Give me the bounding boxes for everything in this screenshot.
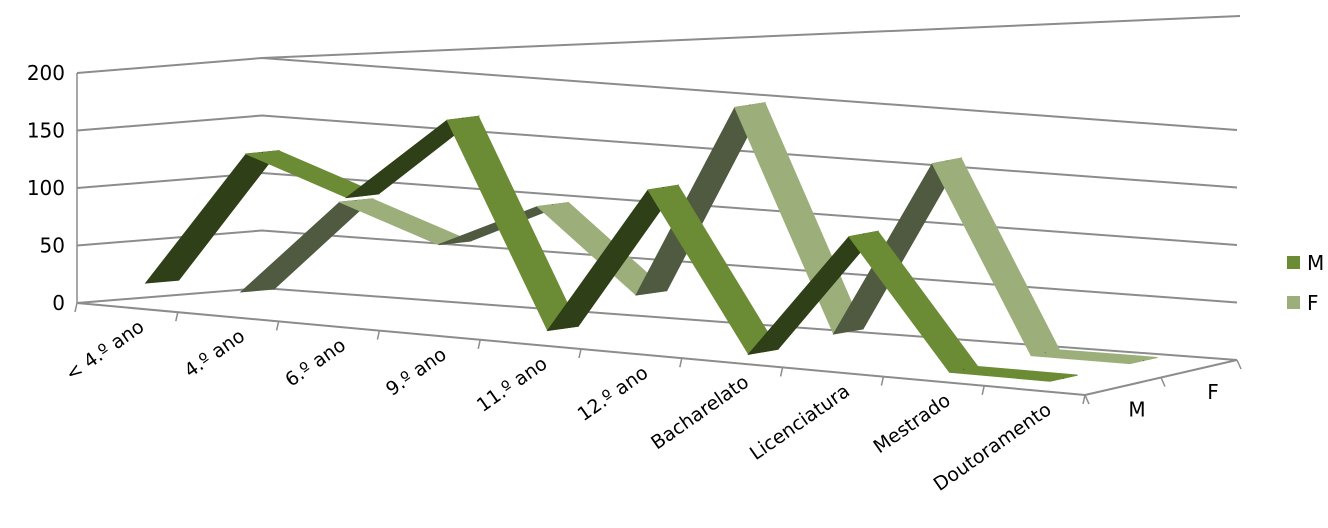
- legend-swatch-f: [1287, 296, 1300, 309]
- y-tick-label: 0: [52, 291, 65, 315]
- data-point-f: [453, 242, 455, 244]
- y-axis-ticks: 0 50 100 150 200: [27, 61, 65, 315]
- data-point-m: [562, 327, 564, 329]
- data-point-f: [1044, 352, 1046, 354]
- x-axis-categories: < 4.º ano 4.º ano 6.º ano 9.º ano 11.º ano 12…: [62, 316, 1056, 496]
- y-tick-label: 200: [27, 61, 65, 85]
- x-tick: [376, 330, 381, 340]
- data-point-f: [946, 160, 948, 162]
- data-point-f: [650, 292, 652, 294]
- x-tick: [275, 321, 280, 331]
- depth-tick: [1236, 359, 1242, 370]
- x-category-label: 12.º ano: [574, 362, 653, 426]
- data-point-f: [1143, 360, 1145, 362]
- x-category-label: Bacharelato: [647, 371, 753, 454]
- data-point-m: [462, 117, 464, 119]
- data-point-m: [362, 195, 364, 197]
- x-category-label: 9.º ano: [382, 343, 451, 400]
- x-tick: [981, 385, 985, 395]
- series-m-segment: [949, 365, 1078, 382]
- x-tick: [880, 376, 885, 386]
- series-f-segment: [931, 157, 1061, 357]
- x-category-label: 6.º ano: [281, 334, 350, 391]
- data-point-m: [662, 187, 664, 189]
- x-tick: [74, 302, 78, 313]
- data-point-m: [1063, 377, 1065, 379]
- series-m-segment: [144, 150, 280, 284]
- series-ribbons: [144, 102, 1158, 382]
- data-point-f: [355, 200, 357, 202]
- x-category-label: Licenciatura: [746, 380, 854, 465]
- series-f-segment: [1031, 349, 1158, 365]
- depth-label-f: F: [1207, 380, 1219, 404]
- data-point-m: [161, 281, 163, 283]
- series-m: [144, 115, 1078, 382]
- x-category-label: Mestrado: [869, 389, 954, 458]
- x-category-label: 4.º ano: [180, 325, 249, 382]
- x-category-label: < 4.º ano: [62, 316, 149, 386]
- x-tick: [1082, 394, 1086, 405]
- series-f: [239, 102, 1158, 365]
- gridline: [76, 56, 1238, 131]
- data-point-f: [257, 289, 259, 291]
- data-point-f: [749, 104, 751, 106]
- data-point-f: [552, 204, 554, 206]
- y-tick-label: 50: [40, 234, 65, 258]
- depth-tick: [1160, 377, 1166, 387]
- gridline: [76, 114, 1238, 189]
- axes: [74, 73, 1242, 405]
- depth-tick: [1084, 394, 1090, 405]
- x-tick: [679, 358, 683, 368]
- data-point-m: [963, 368, 965, 370]
- y-tick-label: 150: [27, 119, 65, 143]
- x-tick: [578, 348, 582, 359]
- gridline-top: [261, 15, 1241, 59]
- gridline: [76, 286, 1238, 361]
- legend-swatch-m: [1287, 256, 1300, 269]
- data-point-m: [762, 351, 764, 353]
- x-tick: [175, 312, 179, 322]
- depth-axis-labels: MF: [1128, 380, 1218, 422]
- data-point-f: [847, 330, 849, 332]
- legend-label-m: M: [1307, 251, 1324, 275]
- x-category-label: Doutoramento: [930, 398, 1056, 495]
- depth-label-m: M: [1128, 397, 1145, 421]
- x-tick: [477, 339, 481, 349]
- x-tick: [779, 367, 784, 377]
- data-point-m: [261, 151, 263, 153]
- x-category-label: 11.º ano: [473, 352, 552, 416]
- legend-label-f: F: [1307, 291, 1319, 315]
- y-tick-label: 100: [27, 176, 65, 200]
- legend: M F: [1287, 251, 1324, 315]
- series-f-segment: [239, 198, 374, 293]
- data-point-m: [862, 233, 864, 235]
